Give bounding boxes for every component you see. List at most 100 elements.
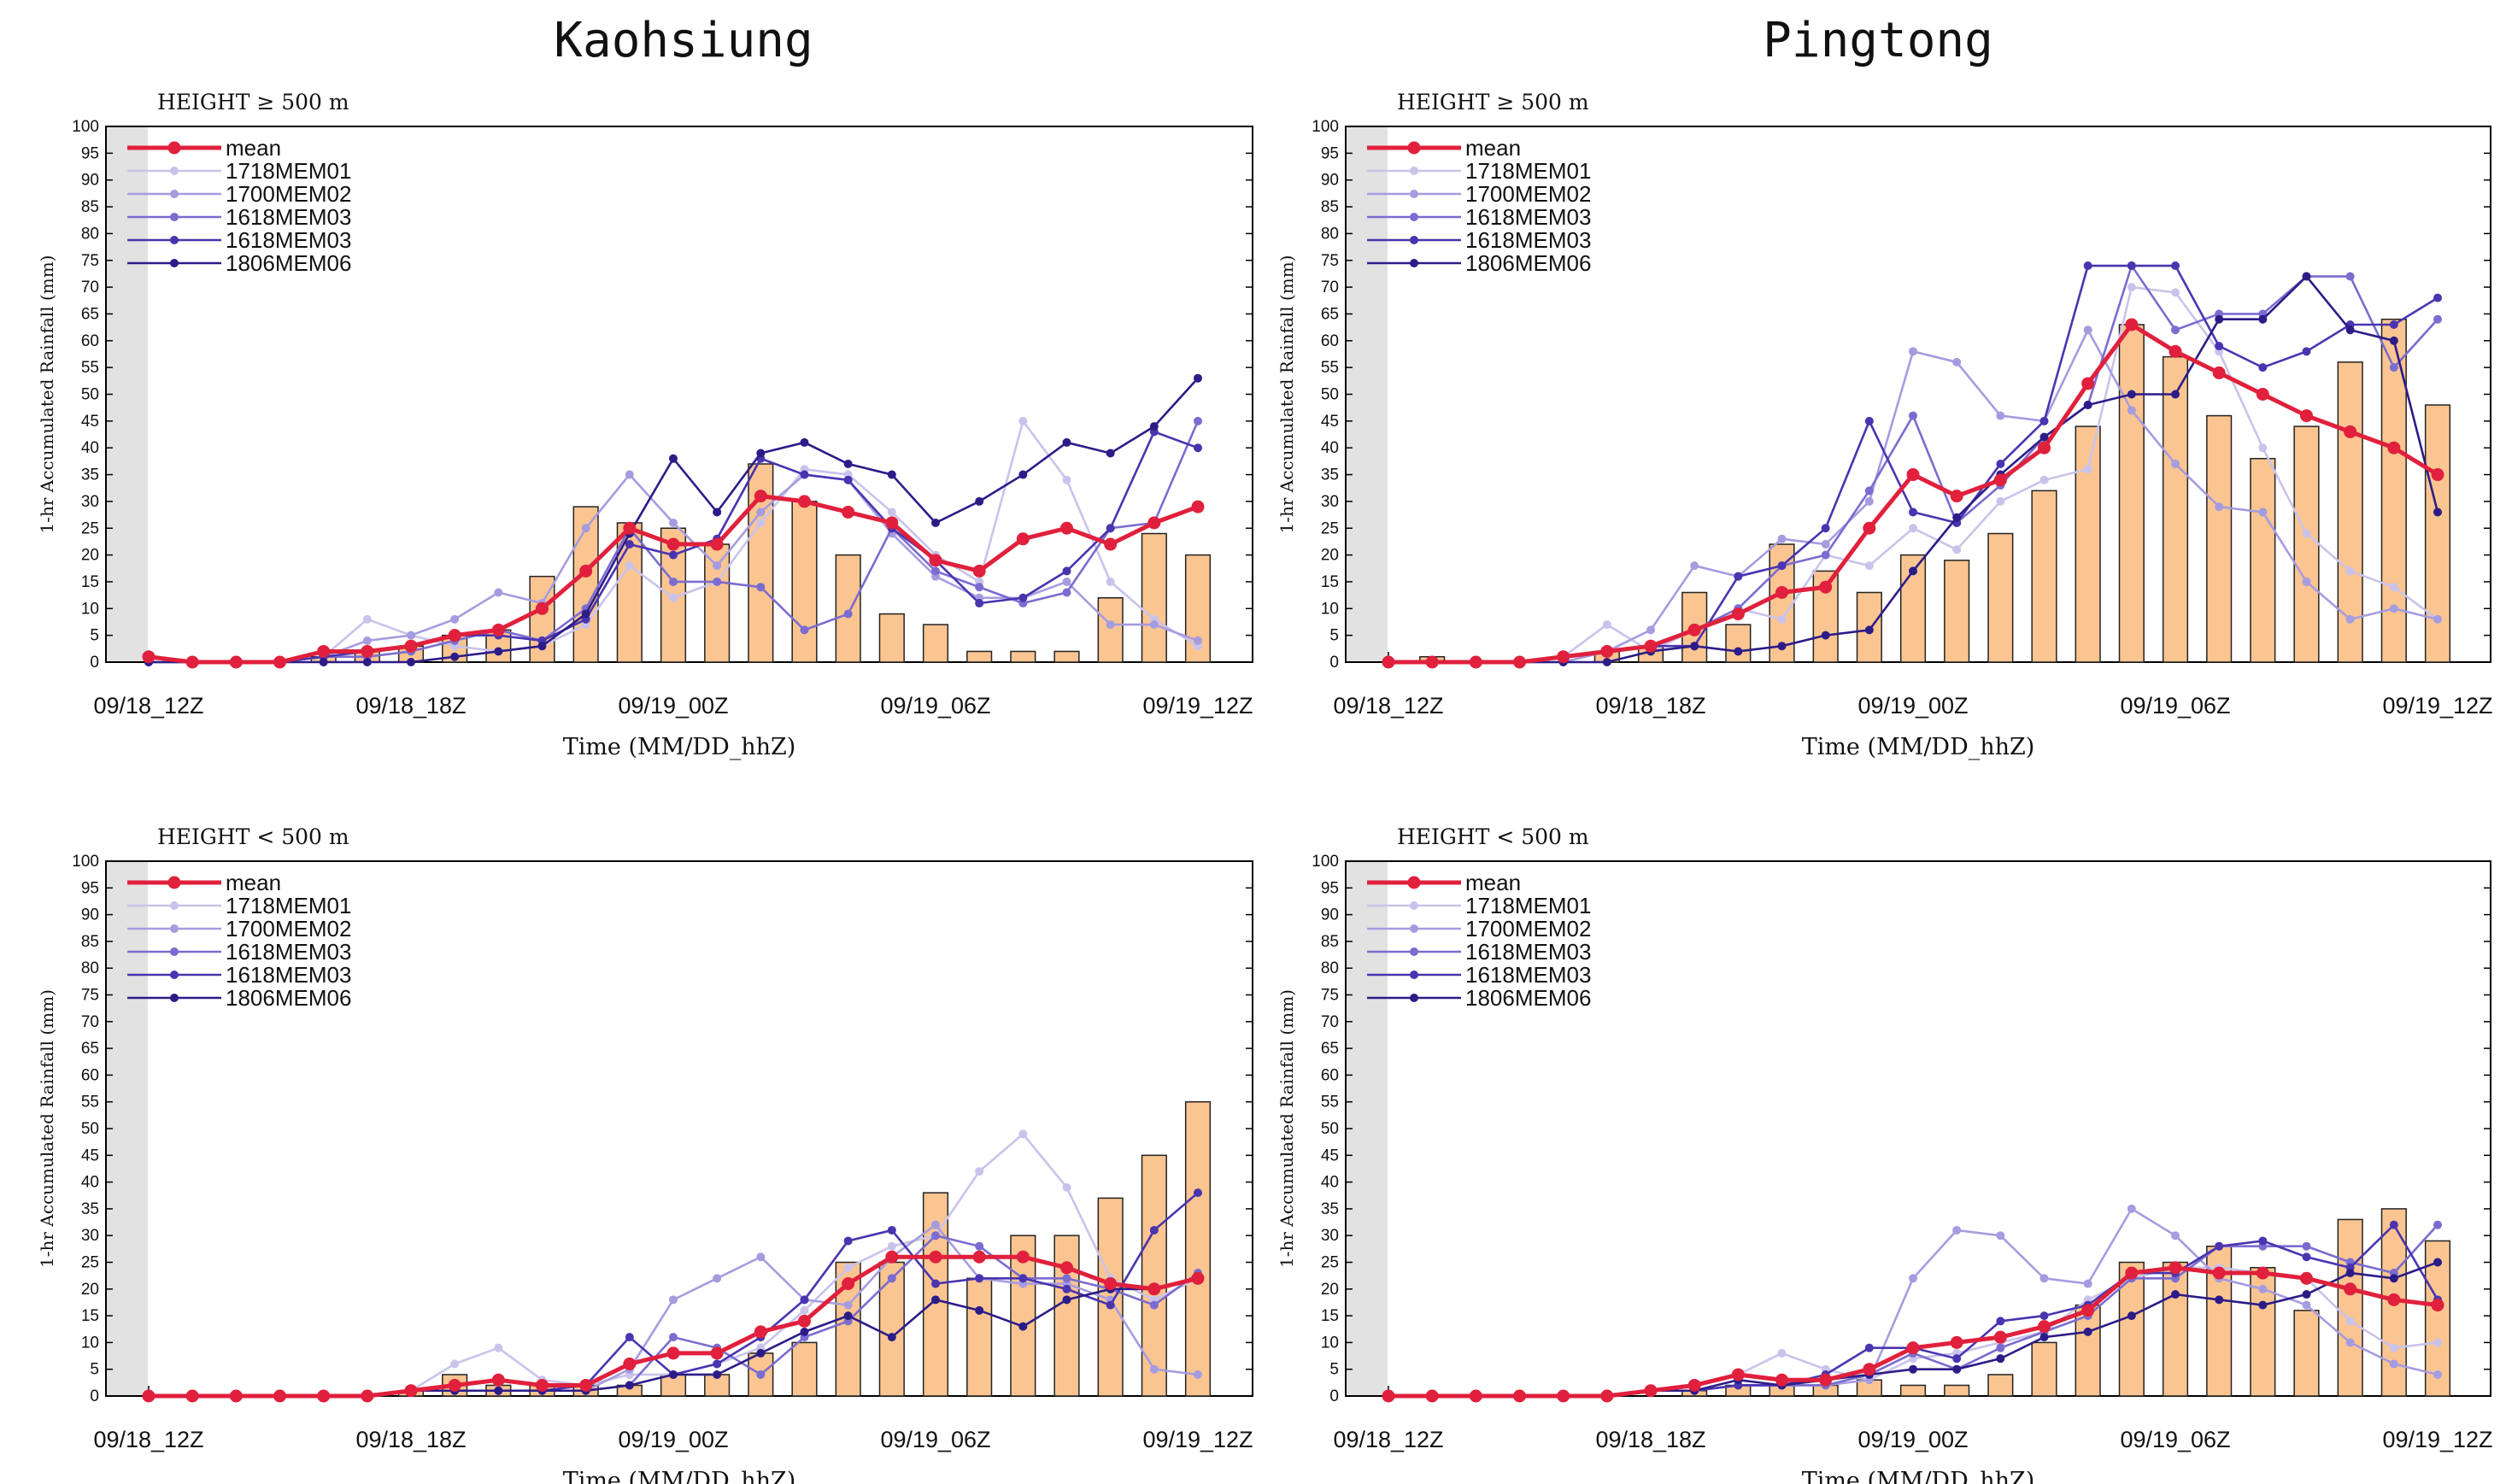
y-tick-label: 65 bbox=[1321, 305, 1339, 323]
y-tick-label: 30 bbox=[1321, 493, 1339, 511]
member-point bbox=[2039, 432, 2049, 442]
member-point bbox=[2345, 1269, 2355, 1278]
obs-bar bbox=[1899, 1384, 1927, 1397]
member-point bbox=[625, 470, 634, 479]
member-point bbox=[2389, 1359, 2398, 1369]
y-tick-label: 85 bbox=[1321, 198, 1339, 216]
member-point bbox=[2083, 326, 2092, 335]
member-point bbox=[843, 1236, 853, 1246]
legend-entry: mean bbox=[226, 870, 281, 895]
y-tick-label: 35 bbox=[1321, 1200, 1339, 1218]
member-point bbox=[669, 593, 678, 602]
member-point bbox=[2302, 272, 2311, 281]
legend-entry: 1700MEM02 bbox=[226, 181, 351, 207]
mean-point bbox=[1513, 655, 1526, 669]
member-point bbox=[581, 609, 590, 619]
mean-point bbox=[1950, 1335, 1963, 1349]
mean-point bbox=[2431, 468, 2444, 482]
legend-swatch-point bbox=[170, 167, 179, 175]
member-point bbox=[887, 507, 896, 517]
mean-point bbox=[448, 1378, 461, 1392]
member-point bbox=[2345, 1317, 2355, 1326]
mean-point bbox=[2169, 1261, 2182, 1275]
obs-bar bbox=[2424, 1240, 2451, 1397]
member-point bbox=[2039, 1311, 2049, 1321]
member-point bbox=[669, 518, 678, 527]
member-point bbox=[450, 652, 460, 661]
y-tick-label: 20 bbox=[1321, 547, 1339, 565]
member-point bbox=[669, 577, 678, 586]
mean-point bbox=[579, 564, 593, 578]
y-tick-label: 40 bbox=[81, 1174, 99, 1192]
member-point bbox=[2171, 1231, 2180, 1241]
member-point bbox=[975, 599, 984, 608]
mean-point bbox=[404, 1384, 418, 1398]
legend-entry: 1700MEM02 bbox=[226, 916, 351, 941]
x-axis-label: Time (MM/DD_hhZ) bbox=[1802, 1468, 2035, 1484]
legend-entry: 1806MEM06 bbox=[226, 985, 351, 1011]
member-point bbox=[756, 518, 766, 527]
member-point bbox=[1909, 411, 1917, 420]
y-axis-label: 1-hr Accumulated Rainfall (mm) bbox=[1276, 989, 1297, 1268]
mean-point bbox=[1425, 1389, 1439, 1403]
legend-entry: 1718MEM01 bbox=[1465, 893, 1591, 918]
x-tick-label: 09/18_18Z bbox=[1595, 693, 1705, 719]
obs-bar bbox=[1725, 624, 1752, 663]
y-tick-label: 5 bbox=[90, 627, 99, 645]
mean-point bbox=[1819, 1373, 1833, 1387]
member-point bbox=[1909, 1364, 1917, 1374]
member-point bbox=[1909, 347, 1917, 356]
member-point bbox=[2127, 1311, 2136, 1321]
mean-point bbox=[2212, 1266, 2226, 1280]
legend-swatch-point bbox=[170, 924, 179, 933]
mean-point bbox=[1950, 490, 1963, 503]
member-point bbox=[1018, 1274, 1028, 1283]
mean-point bbox=[1863, 1363, 1876, 1376]
y-tick-label: 65 bbox=[81, 1040, 99, 1058]
mean-point bbox=[2344, 425, 2357, 438]
member-point bbox=[2083, 261, 2092, 271]
mean-point bbox=[842, 505, 855, 519]
y-tick-label: 25 bbox=[81, 1254, 99, 1272]
y-tick-label: 85 bbox=[81, 933, 99, 951]
legend-entry: mean bbox=[226, 135, 281, 161]
mean-point bbox=[2256, 1266, 2269, 1280]
member-point bbox=[2433, 507, 2442, 517]
member-point bbox=[2389, 336, 2398, 345]
member-point bbox=[1909, 507, 1917, 517]
y-tick-label: 95 bbox=[81, 879, 99, 897]
member-point bbox=[2215, 342, 2224, 351]
mean-point bbox=[1425, 655, 1439, 669]
mean-point bbox=[2387, 1293, 2401, 1306]
y-tick-label: 0 bbox=[1329, 654, 1339, 672]
y-tick-label: 70 bbox=[1321, 1013, 1339, 1031]
member-point bbox=[1996, 1343, 2005, 1352]
obs-bar bbox=[1856, 591, 1882, 663]
y-tick-label: 25 bbox=[1321, 519, 1339, 537]
obs-bar bbox=[1944, 560, 1970, 663]
y-tick-label: 75 bbox=[1321, 987, 1339, 1005]
member-point bbox=[2302, 1252, 2311, 1262]
member-point bbox=[713, 561, 722, 571]
y-tick-label: 90 bbox=[1321, 172, 1339, 190]
y-tick-label: 35 bbox=[81, 1200, 99, 1218]
y-tick-label: 20 bbox=[81, 1281, 99, 1299]
legend-swatch-point bbox=[167, 876, 181, 889]
mean-point bbox=[1191, 1271, 1205, 1285]
obs-bar bbox=[2162, 1261, 2189, 1397]
member-point bbox=[2433, 1370, 2442, 1379]
member-point bbox=[2389, 1274, 2398, 1283]
obs-bar bbox=[2337, 1218, 2363, 1397]
mean-point bbox=[1863, 521, 1876, 535]
obs-bar bbox=[878, 613, 905, 663]
member-point bbox=[669, 550, 678, 560]
y-tick-label: 10 bbox=[1321, 1334, 1339, 1352]
member-point bbox=[756, 449, 766, 458]
member-point bbox=[2127, 390, 2136, 399]
mean-point bbox=[448, 629, 461, 642]
member-point bbox=[975, 1305, 984, 1315]
member-point bbox=[1149, 620, 1159, 630]
mean-point bbox=[2300, 409, 2313, 423]
mean-point bbox=[1513, 1389, 1526, 1403]
mean-point bbox=[885, 1250, 899, 1264]
